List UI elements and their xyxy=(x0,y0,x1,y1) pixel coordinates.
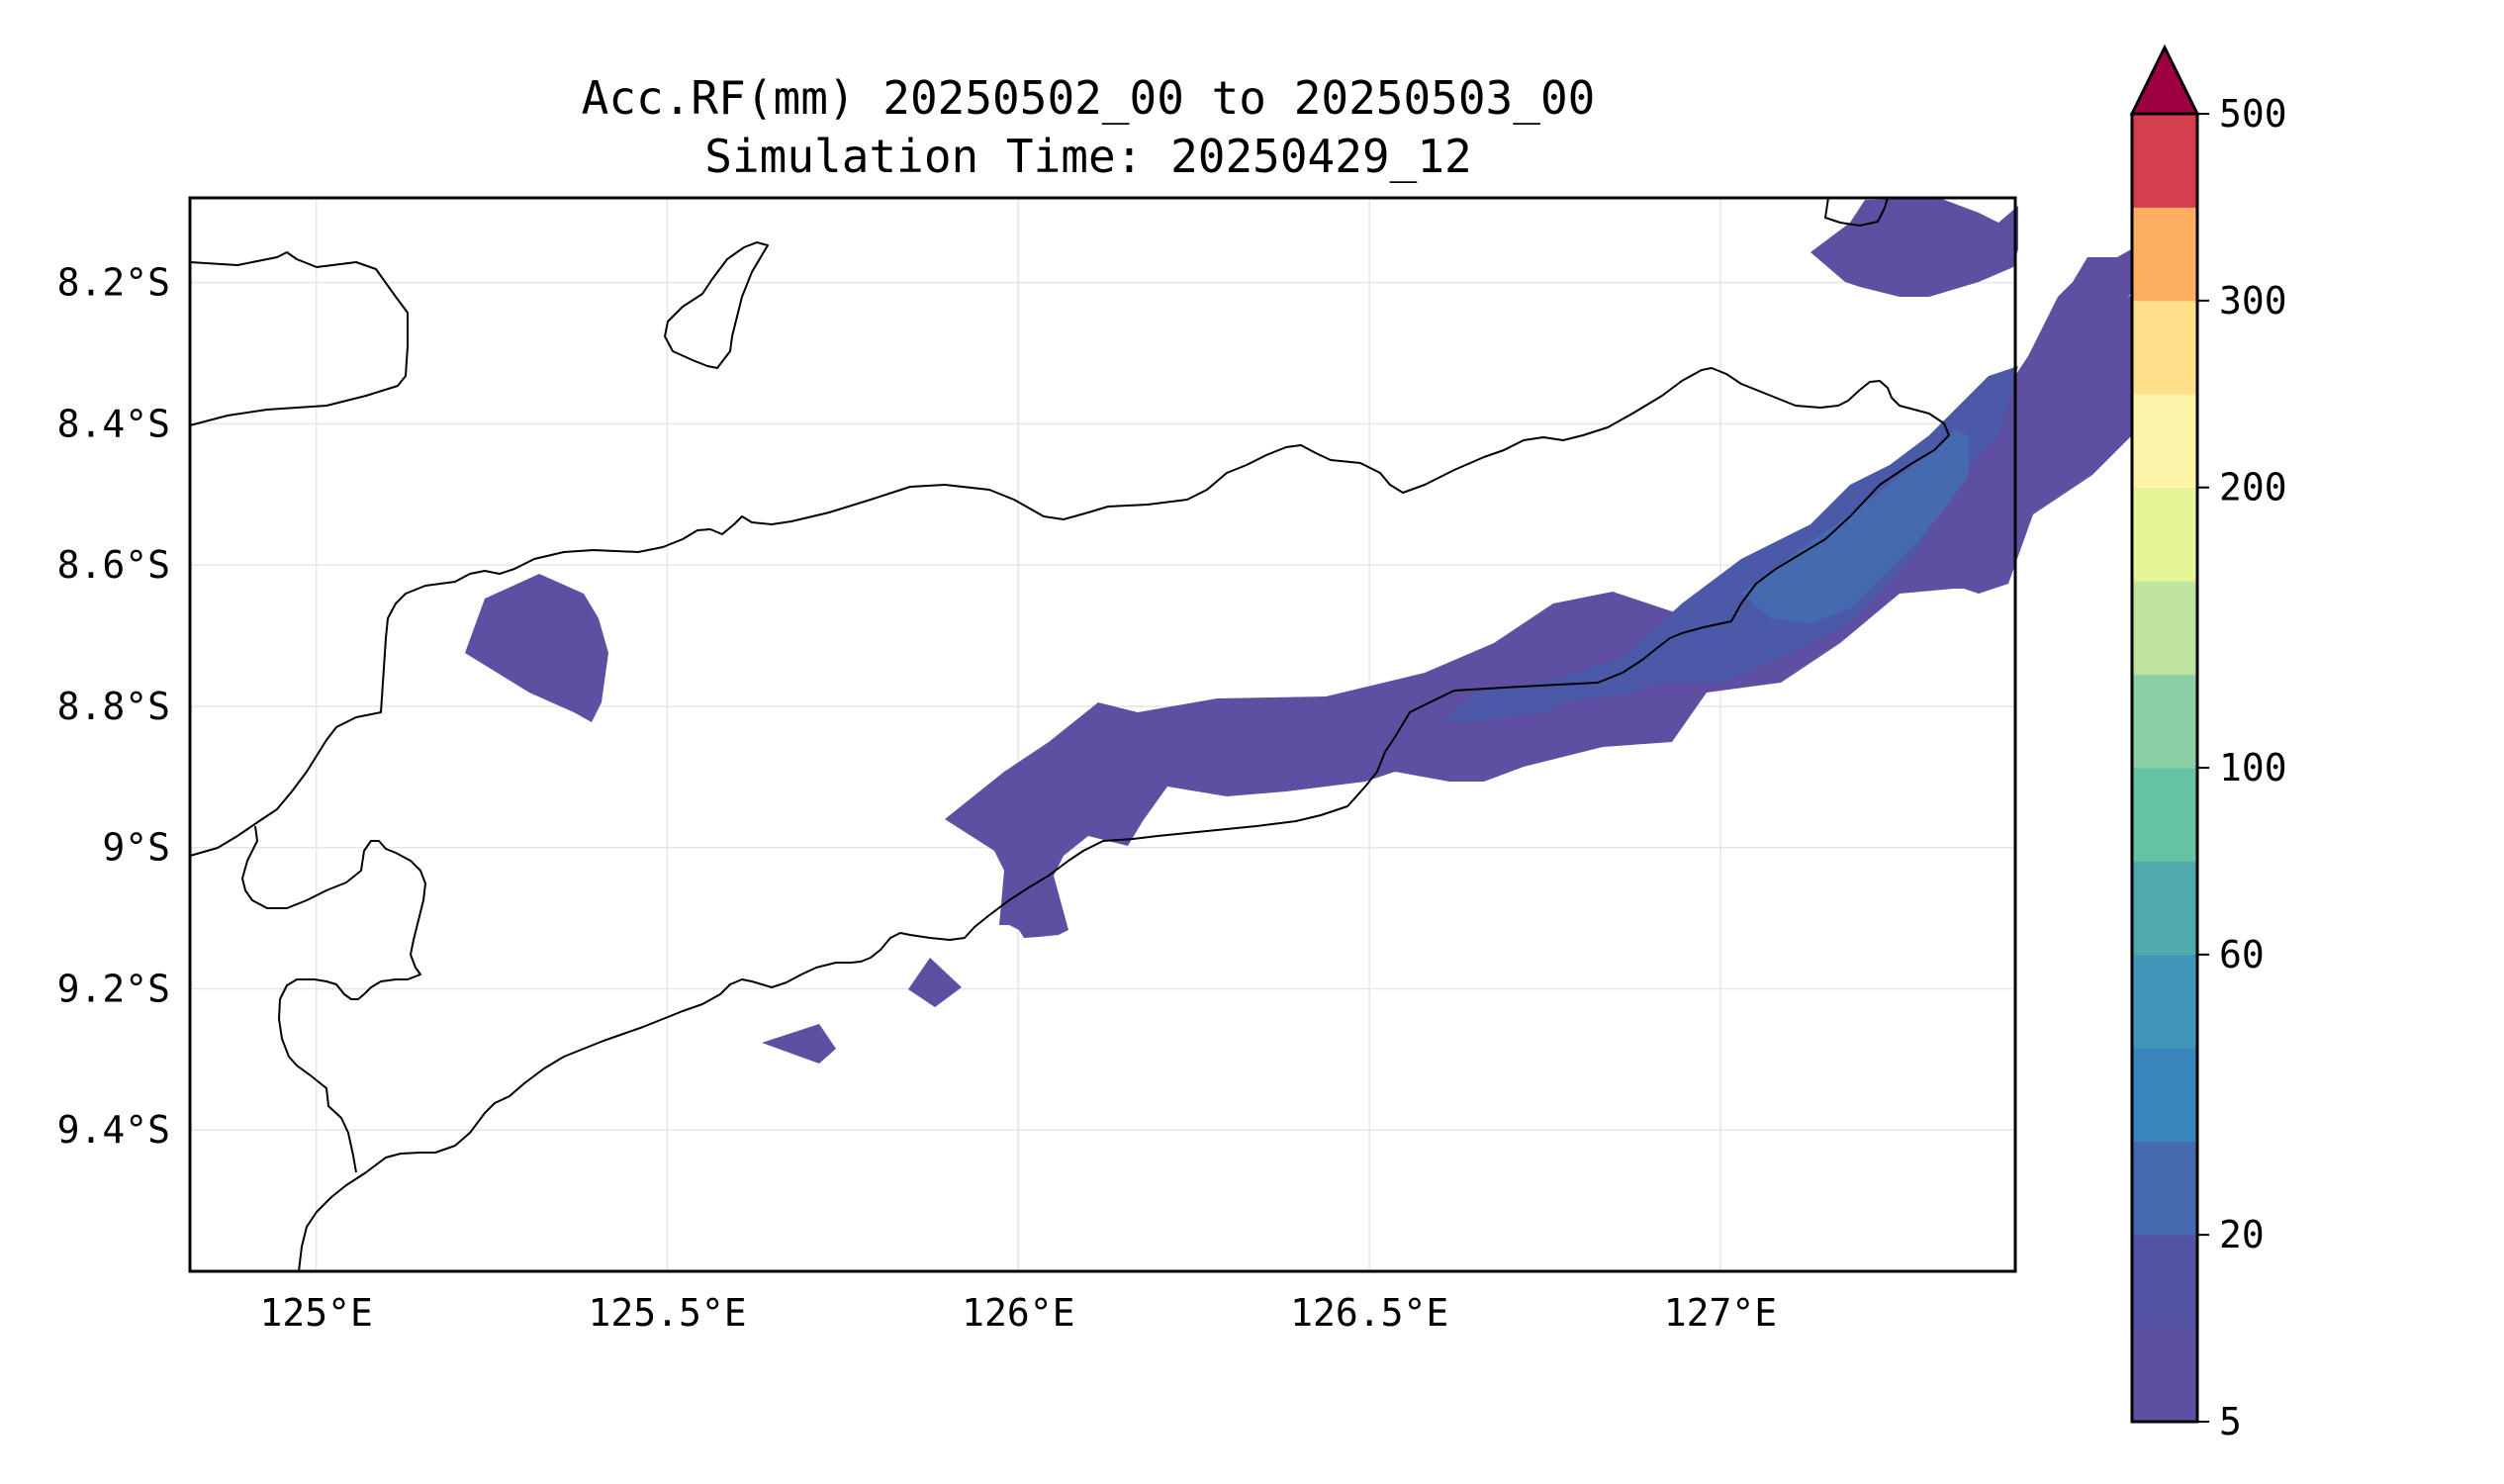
colorbar-tick-label: 500 xyxy=(2219,92,2287,136)
map-frame xyxy=(188,196,2017,1273)
colorbar-segment xyxy=(2132,674,2197,769)
coastlines xyxy=(189,197,1950,1272)
colorbar-segment xyxy=(2132,487,2197,582)
colorbar: 5 20 60 100 200 300 500 xyxy=(2129,44,2287,1443)
colorbar-tick-label: 5 xyxy=(2219,1400,2242,1443)
rainfall-region-small-south-1 xyxy=(908,958,962,1007)
colorbar-segment xyxy=(2132,768,2197,862)
colorbar-segment xyxy=(2132,114,2197,208)
x-tick-label: 126°E xyxy=(962,1291,1074,1335)
colorbar-segment xyxy=(2132,1235,2197,1330)
colorbar-tick-label: 300 xyxy=(2219,279,2287,323)
coastline-small-island xyxy=(664,241,769,369)
colorbar-segment xyxy=(2132,1328,2197,1423)
coastline-timor-north xyxy=(189,367,1950,1272)
rainfall-region-small-south-2 xyxy=(762,1024,836,1064)
y-tick-label: 9°S xyxy=(102,826,170,870)
x-tick-label: 125.5°E xyxy=(588,1291,746,1335)
colorbar-segments xyxy=(2132,114,2197,1423)
title-line-2: Simulation Time: 20250429_12 xyxy=(704,130,1471,183)
x-tick-label: 127°E xyxy=(1664,1291,1777,1335)
coastline-timor-south-lobe xyxy=(241,825,426,1173)
y-tick-label: 8.6°S xyxy=(57,543,170,587)
colorbar-segment xyxy=(2132,1048,2197,1143)
colorbar-segment xyxy=(2132,1141,2197,1236)
title-line-1: Acc.RF(mm) 20250502_00 to 20250503_00 xyxy=(582,71,1596,125)
colorbar-extend-arrow xyxy=(2129,44,2200,116)
colorbar-tick-label: 60 xyxy=(2219,933,2265,976)
y-tick-label: 8.2°S xyxy=(57,261,170,305)
colorbar-tick-label: 20 xyxy=(2219,1213,2265,1256)
map-axes: 125°E 125.5°E 126°E 126.5°E 127°E 8.2°S 8.4°S… xyxy=(57,196,2157,1335)
colorbar-ticks: 5 20 60 100 200 300 500 xyxy=(2197,92,2287,1443)
y-axis-ticks: 8.2°S 8.4°S 8.6°S 8.8°S 9°S 9.2°S 9.4°S xyxy=(57,261,170,1153)
colorbar-segment xyxy=(2132,581,2197,676)
colorbar-segment xyxy=(2132,300,2197,395)
x-axis-ticks: 125°E 125.5°E 126°E 126.5°E 127°E xyxy=(260,1291,1778,1335)
x-tick-label: 125°E xyxy=(260,1291,373,1335)
coastline-north-island xyxy=(189,251,409,426)
colorbar-tick-label: 100 xyxy=(2219,746,2287,789)
rainfall-fill-layer xyxy=(465,198,2157,1064)
y-tick-label: 8.4°S xyxy=(57,402,170,445)
colorbar-tick-label: 200 xyxy=(2219,466,2287,510)
colorbar-segment xyxy=(2132,954,2197,1049)
colorbar-segment xyxy=(2132,861,2197,956)
y-tick-label: 9.2°S xyxy=(57,967,170,1010)
rainfall-region-small-west xyxy=(465,574,608,722)
colorbar-segment xyxy=(2132,394,2197,489)
rainfall-region-peak xyxy=(1741,430,1969,623)
rainfall-region-main xyxy=(945,237,2157,938)
y-tick-label: 8.8°S xyxy=(57,685,170,728)
x-tick-label: 126.5°E xyxy=(1290,1291,1448,1335)
coastline-northeast-islet xyxy=(1824,197,1889,227)
rainfall-region-north-tip xyxy=(1810,198,2018,297)
y-tick-label: 9.4°S xyxy=(57,1108,170,1152)
colorbar-segment xyxy=(2132,207,2197,302)
